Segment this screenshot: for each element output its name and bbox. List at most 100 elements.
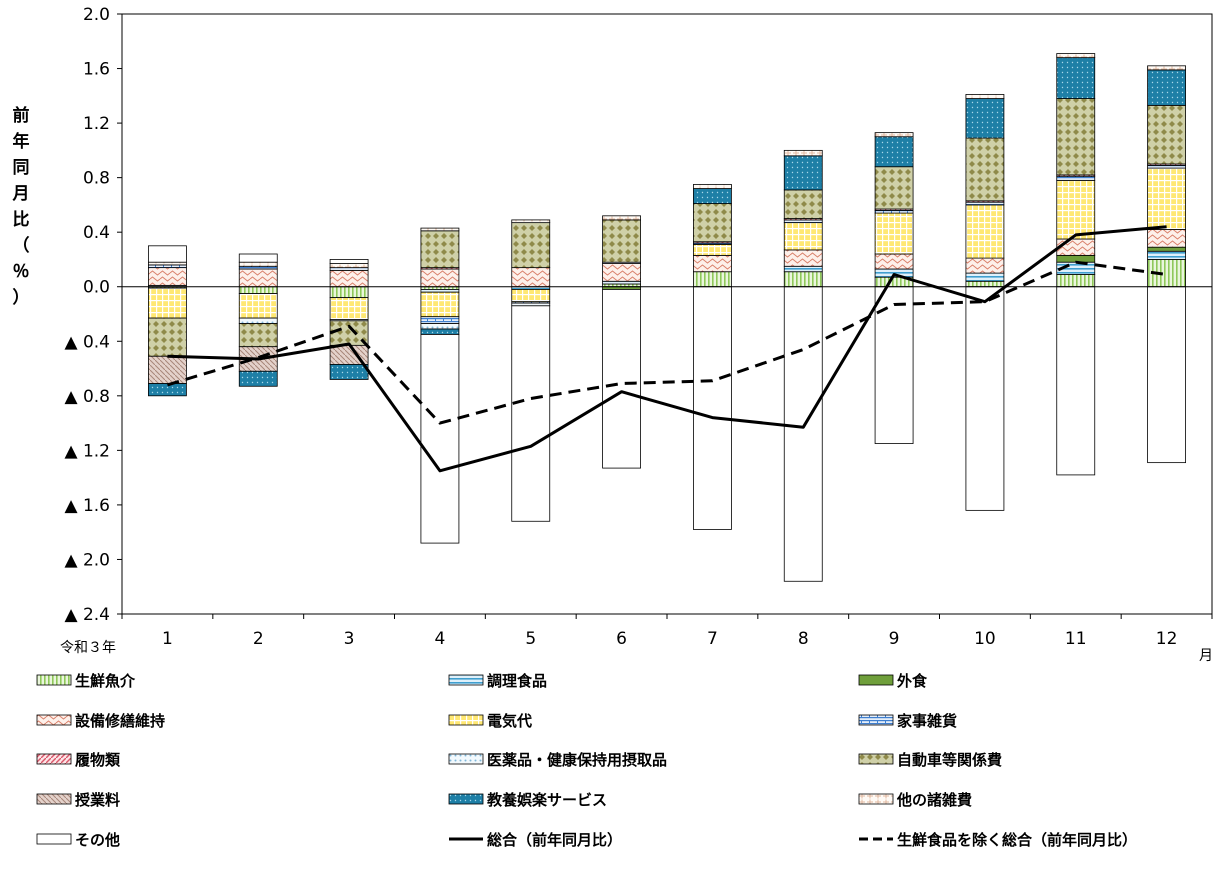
bar-segment-調理食品-6 xyxy=(602,280,641,285)
bar-segment-自動車等関係費-5 xyxy=(511,222,551,269)
y-tick-label: 2.0 xyxy=(83,5,110,25)
x-tick-label: 2 xyxy=(253,629,264,649)
bar-segment-設備修繕維持-1 xyxy=(148,267,187,286)
legend-item: 授業料 xyxy=(36,787,120,811)
y-axis-label-char: ％ xyxy=(12,262,30,282)
legend-label: 外食 xyxy=(897,671,928,690)
legend-label: 生鮮魚介 xyxy=(75,671,136,690)
y-axis-label-char: 前 xyxy=(12,106,30,126)
x-tick-label: 4 xyxy=(435,629,446,649)
bar-segment-自動車等関係費-8 xyxy=(783,189,823,219)
bar-segment-設備修繕維持-6 xyxy=(602,263,641,282)
bar-segment-電気代-4 xyxy=(420,291,460,318)
bar-segment-設備修繕維持-4 xyxy=(420,268,460,288)
bar-segment-その他-8 xyxy=(783,286,823,582)
y-tick-label: 0.4 xyxy=(83,223,110,243)
bar-segment-教養娯楽サービス-11 xyxy=(1056,57,1096,99)
legend-label: 総合（前年同月比） xyxy=(487,830,623,849)
legend-item: 電気代 xyxy=(448,708,532,732)
legend-item: 教養娯楽サービス xyxy=(448,787,607,811)
y-tick-label: ▲ 1.2 xyxy=(64,441,110,461)
legend-label: 教養娯楽サービス xyxy=(487,790,608,809)
legend-swatch xyxy=(36,833,72,845)
legend-swatch xyxy=(448,714,484,726)
bar-segment-その他-12 xyxy=(1147,286,1186,464)
legend-swatch xyxy=(36,753,72,765)
legend-item: 生鮮食品を除く総合（前年同月比） xyxy=(858,827,1137,851)
bar-segment-他の諸雑費-9 xyxy=(874,132,914,138)
bar-segment-電気代-3 xyxy=(329,297,369,320)
legend-label: 他の諸雑費 xyxy=(897,790,973,809)
bar-segment-その他-1 xyxy=(148,245,187,263)
bar-segment-外食-12 xyxy=(1147,246,1186,252)
bar-segment-他の諸雑費-6 xyxy=(602,215,641,221)
legend-swatch xyxy=(448,793,484,805)
bar-segment-その他-5 xyxy=(511,305,551,522)
legend-item: 調理食品 xyxy=(448,668,547,692)
legend-swatch xyxy=(36,674,72,686)
bar-segment-家事雑貨-3 xyxy=(329,267,369,271)
legend-item: 履物類 xyxy=(36,747,120,771)
bar-segment-他の諸雑費-5 xyxy=(511,219,551,224)
legend-label: 医薬品・健康保持用摂取品 xyxy=(487,750,668,769)
legend-swatch xyxy=(858,793,894,805)
bar-segment-電気代-9 xyxy=(874,212,914,255)
bar-segment-電気代-10 xyxy=(965,204,1005,259)
bar-segment-自動車等関係費-1 xyxy=(148,317,187,357)
bar-segment-その他-4 xyxy=(420,334,460,544)
bar-segment-他の諸雑費-7 xyxy=(693,184,732,189)
bar-segment-家事雑貨-2 xyxy=(238,265,278,270)
bar-segment-設備修繕維持-5 xyxy=(511,267,551,288)
x-tick-label: 9 xyxy=(889,629,900,649)
bar-segment-教養娯楽サービス-2 xyxy=(238,370,278,387)
legend-label: その他 xyxy=(75,830,121,849)
x-tick-label: 10 xyxy=(974,629,996,649)
bar-segment-設備修繕維持-7 xyxy=(693,254,732,273)
legend-item: 医薬品・健康保持用摂取品 xyxy=(448,747,667,771)
bar-segment-自動車等関係費-7 xyxy=(693,203,732,243)
legend-label: 電気代 xyxy=(487,711,533,730)
bar-segment-他の諸雑費-10 xyxy=(965,94,1005,99)
legend-item: その他 xyxy=(36,827,120,851)
y-axis-label-char: 月 xyxy=(12,184,30,204)
y-tick-label: ▲ 2.0 xyxy=(64,550,110,570)
bar-segment-他の諸雑費-11 xyxy=(1056,53,1096,59)
bar-segment-教養娯楽サービス-4 xyxy=(420,328,460,335)
bar-segment-生鮮魚介-10 xyxy=(965,280,1005,288)
bar-segment-その他-10 xyxy=(965,286,1005,511)
bar-segment-教養娯楽サービス-7 xyxy=(693,188,732,204)
trend-lines xyxy=(166,225,1167,473)
bar-segment-調理食品-12 xyxy=(1147,250,1186,260)
bar-segment-家事雑貨-12 xyxy=(1147,164,1186,169)
bar-segment-自動車等関係費-12 xyxy=(1147,104,1186,165)
bar-segment-自動車等関係費-11 xyxy=(1056,98,1096,176)
x-unit-label: 月 xyxy=(1199,648,1213,664)
legend-label: 自動車等関係費 xyxy=(897,750,1003,769)
bar-segment-生鮮魚介-2 xyxy=(238,286,278,294)
y-axis-label: 前年同月比 （ ％ ） xyxy=(8,103,34,311)
x-tick-label: 11 xyxy=(1065,629,1087,649)
legend-label: 履物類 xyxy=(75,750,121,769)
bar-segment-医薬品・健康保持用摂取品-2 xyxy=(238,317,278,324)
bar-segment-家事雑貨-10 xyxy=(965,201,1005,206)
bar-segment-教養娯楽サービス-10 xyxy=(965,98,1005,139)
legend-swatch xyxy=(36,714,72,726)
bar-segment-他の諸雑費-3 xyxy=(329,263,369,269)
plot-border xyxy=(121,13,1213,615)
bar-segment-生鮮魚介-7 xyxy=(693,271,732,288)
legend: 生鮮魚介 調理食品 外食 設備修繕維持 電気代 家事雑貨 履物類 医薬品・健康保持用摂取品 自動… xyxy=(0,668,1224,879)
stacked-bars xyxy=(148,53,1186,582)
y-axis-label-char: 同 xyxy=(12,158,30,178)
x-first-label: 令和３年 xyxy=(60,640,116,656)
bar-segment-電気代-1 xyxy=(148,287,187,319)
legend-swatch xyxy=(448,674,484,686)
y-tick-label: 0.8 xyxy=(83,169,110,189)
bar-segment-電気代-11 xyxy=(1056,179,1096,240)
bar-segment-家事雑貨-9 xyxy=(874,209,914,214)
bar-segment-電気代-8 xyxy=(783,222,823,251)
bar-segment-その他-11 xyxy=(1056,286,1096,476)
bar-segment-家事雑貨-11 xyxy=(1056,175,1096,181)
bar-segment-設備修繕維持-9 xyxy=(874,253,914,270)
x-tick-label: 1 xyxy=(162,629,173,649)
bar-segment-設備修繕維持-10 xyxy=(965,257,1005,274)
